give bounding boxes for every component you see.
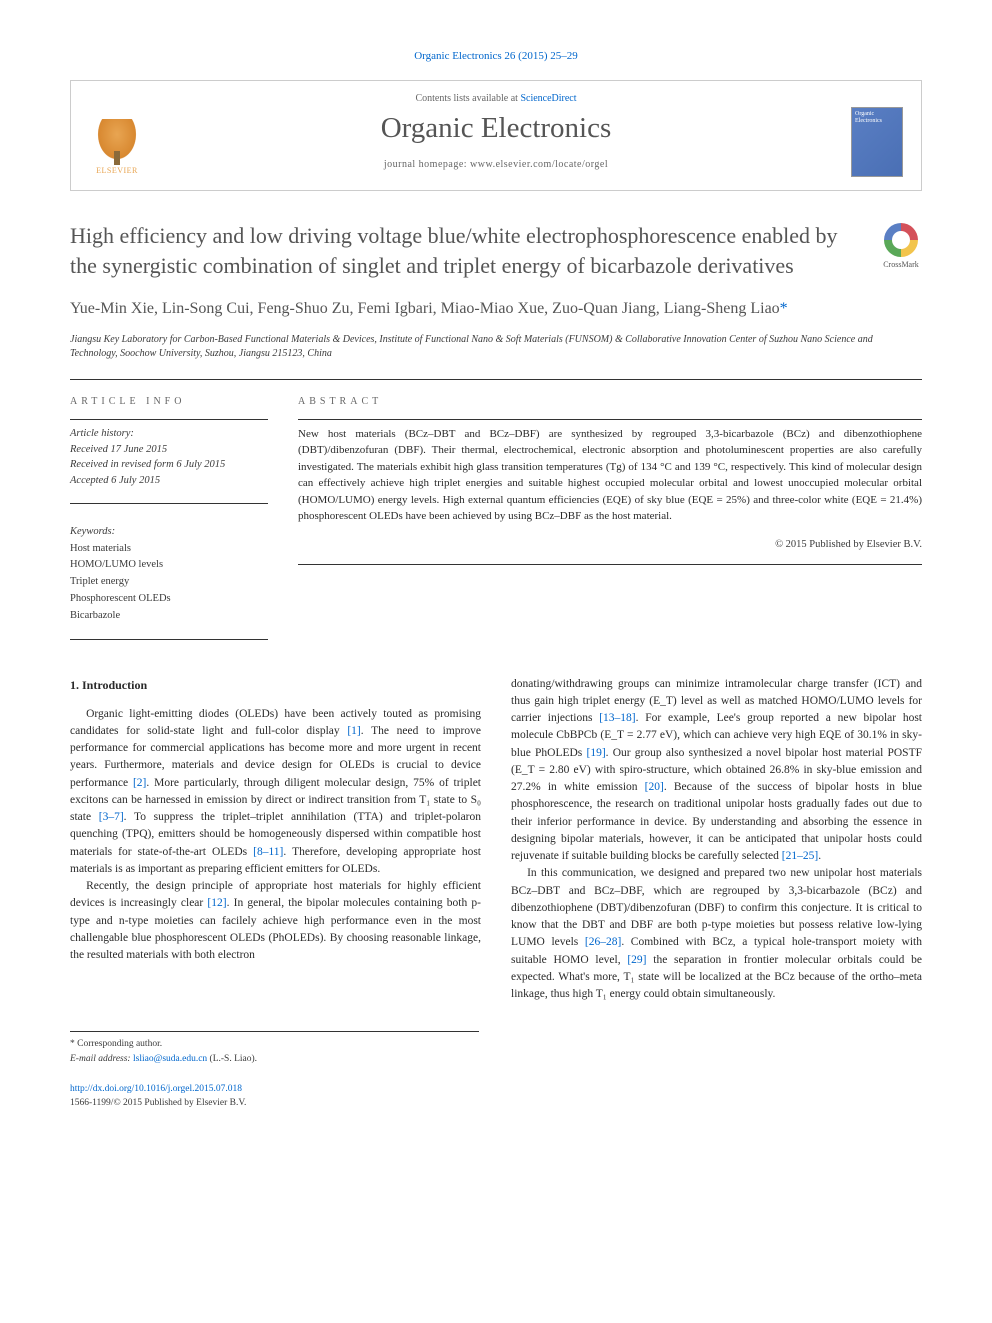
keywords-head: Keywords: <box>70 524 268 541</box>
citation-link[interactable]: [21–25] <box>782 850 818 862</box>
corr-author-label: * Corresponding author. <box>70 1037 479 1051</box>
keyword-item: HOMO/LUMO levels <box>70 557 268 574</box>
crossmark-icon <box>884 223 918 257</box>
journal-cover-thumb[interactable]: Organic Electronics <box>851 107 903 177</box>
article-info-column: ARTICLE INFO Article history: Received 1… <box>70 396 268 640</box>
history-revised: Received in revised form 6 July 2015 <box>70 457 268 473</box>
doi-link[interactable]: http://dx.doi.org/10.1016/j.orgel.2015.0… <box>70 1084 242 1094</box>
section-heading-intro: 1. Introduction <box>70 676 481 694</box>
body-text: . Because of the success of bipolar host… <box>511 781 922 862</box>
citation-link[interactable]: [19] <box>586 747 605 759</box>
keywords: Keywords: Host materials HOMO/LUMO level… <box>70 524 268 640</box>
history-accepted: Accepted 6 July 2015 <box>70 473 268 489</box>
journal-name: Organic Electronics <box>91 112 901 145</box>
footer-meta: http://dx.doi.org/10.1016/j.orgel.2015.0… <box>70 1082 922 1111</box>
history-head: Article history: <box>70 426 268 442</box>
crossmark-badge[interactable]: CrossMark <box>872 217 930 275</box>
article-info-label: ARTICLE INFO <box>70 396 268 407</box>
citation-link[interactable]: [1] <box>347 725 360 737</box>
keyword-item: Host materials <box>70 541 268 558</box>
issn-copyright: 1566-1199/© 2015 Published by Elsevier B… <box>70 1096 922 1110</box>
crossmark-label: CrossMark <box>883 260 919 269</box>
abstract-text: New host materials (BCz–DBT and BCz–DBF)… <box>298 419 922 533</box>
article-history: Article history: Received 17 June 2015 R… <box>70 419 268 504</box>
body-column-right: donating/withdrawing groups can minimize… <box>511 676 922 1004</box>
keyword-item: Bicarbazole <box>70 608 268 625</box>
contents-line: Contents lists available at ScienceDirec… <box>91 93 901 104</box>
abstract-copyright: © 2015 Published by Elsevier B.V. <box>298 539 922 565</box>
email-person: (L.-S. Liao). <box>207 1054 257 1064</box>
journal-cover-text: Organic Electronics <box>855 111 882 124</box>
abstract-column: ABSTRACT New host materials (BCz–DBT and… <box>298 396 922 640</box>
elsevier-tree-icon <box>95 119 139 163</box>
author-list: Yue-Min Xie, Lin-Song Cui, Feng-Shuo Zu,… <box>70 298 922 320</box>
citation-link[interactable]: [20] <box>645 781 664 793</box>
abstract-label: ABSTRACT <box>298 396 922 407</box>
publisher-logo-text: ELSEVIER <box>96 166 138 175</box>
citation-link[interactable]: [2] <box>133 777 146 789</box>
intro-para-2: Recently, the design principle of approp… <box>70 878 481 964</box>
body-column-left: 1. Introduction Organic light-emitting d… <box>70 676 481 1004</box>
citation-link[interactable]: [12] <box>207 897 226 909</box>
corresponding-author-footer: * Corresponding author. E-mail address: … <box>70 1031 479 1066</box>
citation-link[interactable]: [3–7] <box>99 811 124 823</box>
publisher-logo[interactable]: ELSEVIER <box>89 111 145 175</box>
history-received: Received 17 June 2015 <box>70 442 268 458</box>
corresponding-marker: * <box>780 300 788 317</box>
journal-header-box: ELSEVIER Organic Electronics Contents li… <box>70 80 922 191</box>
article-title: High efficiency and low driving voltage … <box>70 221 922 280</box>
citation-link[interactable]: [8–11] <box>253 846 283 858</box>
journal-homepage: journal homepage: www.elsevier.com/locat… <box>91 159 901 170</box>
affiliation: Jiangsu Key Laboratory for Carbon-Based … <box>70 333 922 361</box>
authors-text: Yue-Min Xie, Lin-Song Cui, Feng-Shuo Zu,… <box>70 300 780 317</box>
citation-link[interactable]: [13–18] <box>599 712 635 724</box>
citation-link[interactable]: [26–28] <box>585 936 621 948</box>
keyword-item: Phosphorescent OLEDs <box>70 591 268 608</box>
intro-para-3: donating/withdrawing groups can minimize… <box>511 676 922 866</box>
contents-prefix: Contents lists available at <box>415 93 520 104</box>
keyword-item: Triplet energy <box>70 574 268 591</box>
sciencedirect-link[interactable]: ScienceDirect <box>520 93 576 104</box>
header-citation: Organic Electronics 26 (2015) 25–29 <box>70 50 922 62</box>
body-two-column: 1. Introduction Organic light-emitting d… <box>70 676 922 1004</box>
citation-link[interactable]: [29] <box>627 954 646 966</box>
body-text: . <box>818 850 821 862</box>
corr-email-link[interactable]: lsliao@suda.edu.cn <box>133 1054 207 1064</box>
intro-para-4: In this communication, we designed and p… <box>511 865 922 1003</box>
intro-para-1: Organic light-emitting diodes (OLEDs) ha… <box>70 706 481 879</box>
email-label: E-mail address: <box>70 1054 133 1064</box>
